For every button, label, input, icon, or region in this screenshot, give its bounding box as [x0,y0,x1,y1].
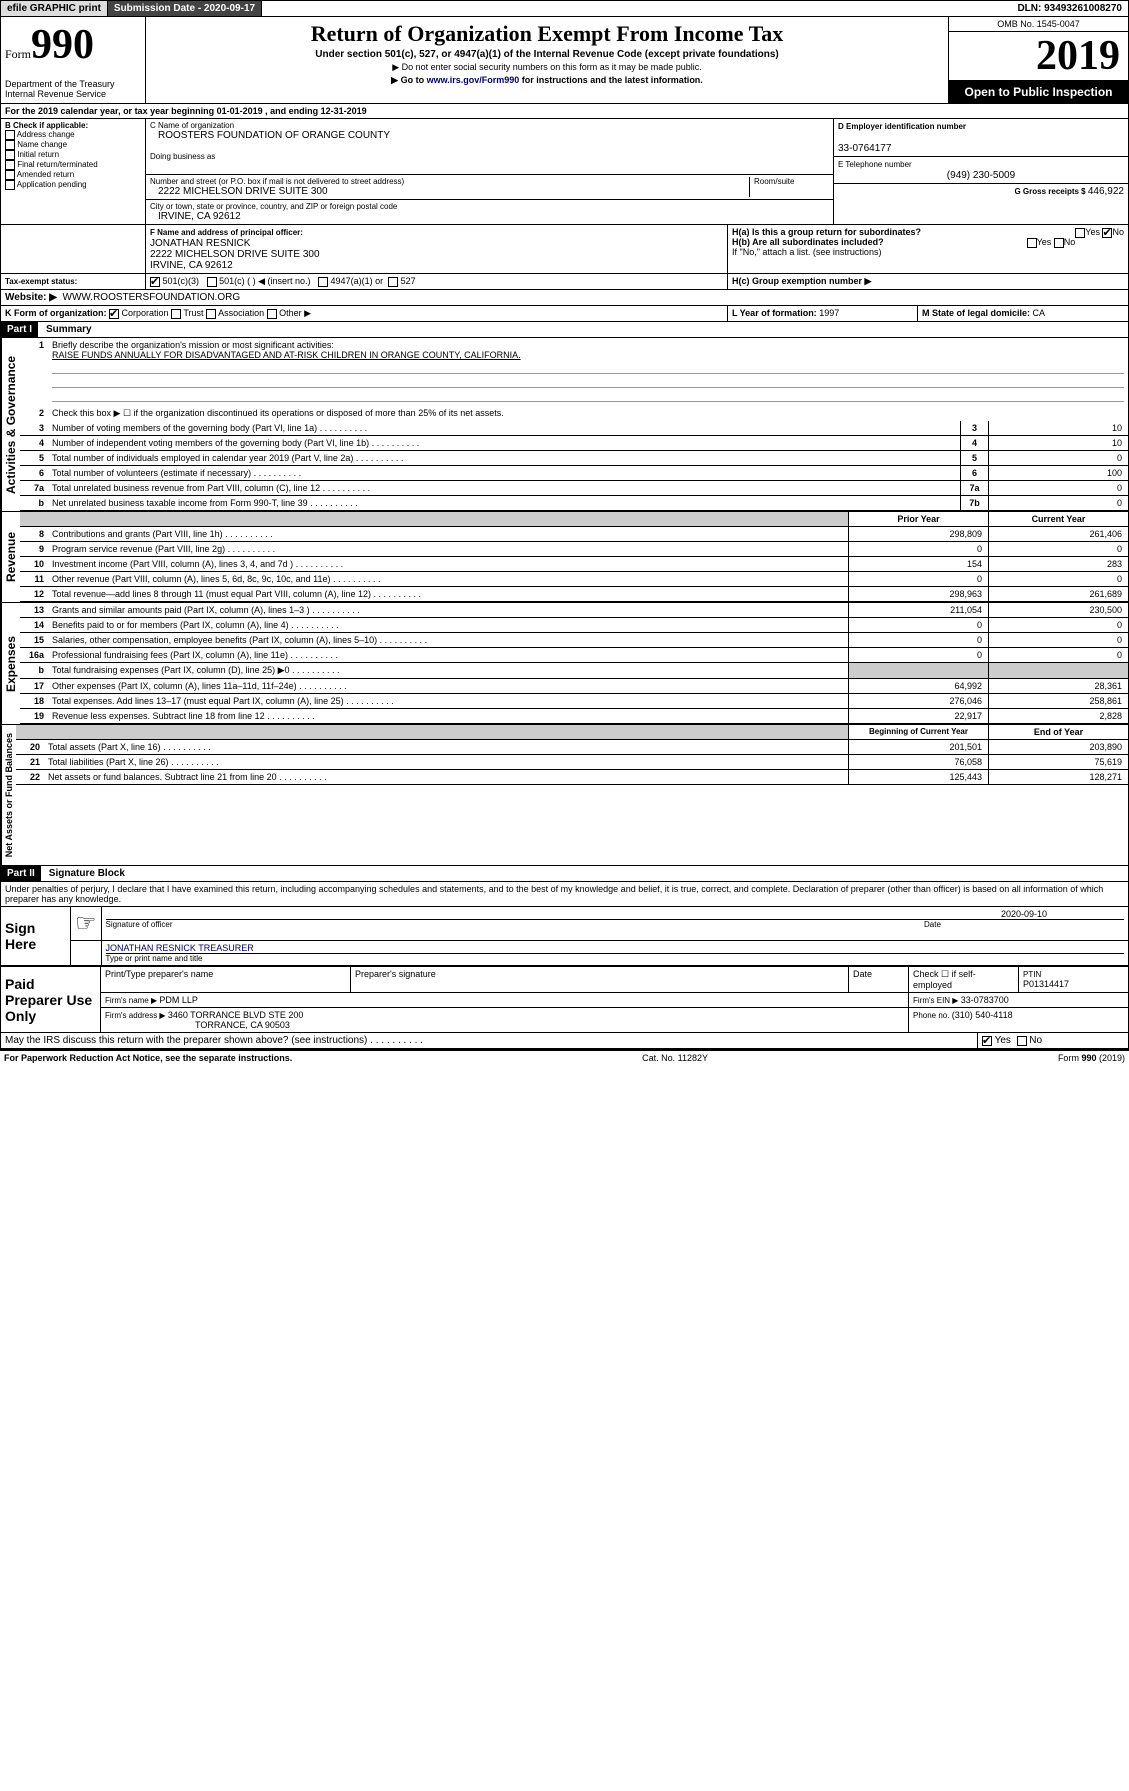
goto-note: ▶ Go to www.irs.gov/Form990 for instruct… [150,75,944,86]
summary-line: 8Contributions and grants (Part VIII, li… [20,527,1128,542]
part1-body: Activities & Governance 1 Briefly descri… [0,338,1129,512]
section-a: B Check if applicable: Address change Na… [0,119,1129,225]
phone: (949) 230-5009 [838,170,1124,181]
summary-line: 10Investment income (Part VIII, column (… [20,557,1128,572]
firm-name: PDM LLP [159,995,198,1005]
section-fh: F Name and address of principal officer:… [0,225,1129,274]
summary-line: bTotal fundraising expenses (Part IX, co… [20,663,1128,679]
domicile: CA [1033,308,1046,318]
efile-btn[interactable]: efile GRAPHIC print [1,1,108,16]
sig-date: 2020-09-10 [924,909,1124,919]
period-row: For the 2019 calendar year, or tax year … [0,104,1129,119]
dept-treasury: Department of the Treasury Internal Reve… [5,79,141,99]
top-bar: efile GRAPHIC print Submission Date - 20… [0,0,1129,17]
mission: RAISE FUNDS ANNUALLY FOR DISADVANTAGED A… [52,350,521,360]
public-inspection: Open to Public Inspection [949,81,1128,103]
summary-line: 18Total expenses. Add lines 13–17 (must … [20,694,1128,709]
summary-line: 11Other revenue (Part VIII, column (A), … [20,572,1128,587]
gross-receipts: 446,922 [1088,186,1124,197]
k-checkbox[interactable] [206,309,216,319]
side-revenue: Revenue [1,512,20,602]
perjury-declaration: Under penalties of perjury, I declare th… [0,882,1129,907]
officer-name: JONATHAN RESNICK [150,238,250,249]
website: WWW.ROOSTERSFOUNDATION.ORG [63,292,241,303]
tax-year: 2019 [949,32,1128,81]
501c3-check[interactable] [150,277,160,287]
irs-link[interactable]: www.irs.gov/Form990 [427,75,520,85]
checkbox-option[interactable]: Address change [5,130,141,140]
form-subtitle: Under section 501(c), 527, or 4947(a)(1)… [150,49,944,60]
summary-line: 9Program service revenue (Part VIII, lin… [20,542,1128,557]
k-checkbox[interactable] [171,309,181,319]
part2-header: Part II Signature Block [0,866,1129,882]
firm-ein: 33-0783700 [961,995,1009,1005]
summary-line: 3Number of voting members of the governi… [20,421,1128,436]
summary-line: 15Salaries, other compensation, employee… [20,633,1128,648]
page-footer: For Paperwork Reduction Act Notice, see … [0,1049,1129,1065]
firm-addr: 3460 TORRANCE BLVD STE 200 [168,1010,304,1020]
summary-line: 4Number of independent voting members of… [20,436,1128,451]
checkbox-option[interactable]: Final return/terminated [5,160,141,170]
form-title: Return of Organization Exempt From Incom… [150,21,944,47]
summary-line: 21Total liabilities (Part X, line 26)76,… [16,755,1128,770]
k-checkbox[interactable] [267,309,277,319]
org-name: ROOSTERS FOUNDATION OF ORANGE COUNTY [150,130,829,141]
city-state-zip: IRVINE, CA 92612 [150,211,829,222]
row-j: Website: ▶ WWW.ROOSTERSFOUNDATION.ORG [0,290,1129,306]
checkbox-option[interactable]: Name change [5,140,141,150]
ptin: P01314417 [1023,979,1069,989]
paid-preparer-block: Paid Preparer Use Only Print/Type prepar… [0,966,1129,1033]
row-klm: K Form of organization: Corporation Trus… [0,306,1129,322]
col-b-checkboxes: B Check if applicable: Address change Na… [1,119,146,224]
summary-line: 14Benefits paid to or for members (Part … [20,618,1128,633]
address: 2222 MICHELSON DRIVE SUITE 300 [150,186,749,197]
summary-line: 6Total number of volunteers (estimate if… [20,466,1128,481]
k-checkbox[interactable] [109,309,119,319]
summary-line: 12Total revenue—add lines 8 through 11 (… [20,587,1128,602]
summary-line: 17Other expenses (Part IX, column (A), l… [20,679,1128,694]
summary-line: 16aProfessional fundraising fees (Part I… [20,648,1128,663]
summary-line: bNet unrelated business taxable income f… [20,496,1128,511]
form-number: Form990 [5,21,141,69]
submission-date: Submission Date - 2020-09-17 [108,1,262,16]
summary-line: 5Total number of individuals employed in… [20,451,1128,466]
ssn-note: ▶ Do not enter social security numbers o… [150,62,944,73]
row-i: Tax-exempt status: 501(c)(3) 501(c) ( ) … [0,274,1129,290]
checkbox-option[interactable]: Application pending [5,180,141,190]
sign-here-block: Sign Here ☞ 2020-09-10 Signature of offi… [0,907,1129,966]
side-netassets: Net Assets or Fund Balances [1,725,16,865]
summary-line: 19Revenue less expenses. Subtract line 1… [20,709,1128,724]
side-expenses: Expenses [1,603,20,724]
year-formation: 1997 [819,308,839,318]
officer-sig-name: JONATHAN RESNICK TREASURER [106,943,254,953]
omb-number: OMB No. 1545-0047 [949,17,1128,32]
firm-phone: (310) 540-4118 [952,1010,1013,1020]
summary-line: 22Net assets or fund balances. Subtract … [16,770,1128,785]
summary-line: 7aTotal unrelated business revenue from … [20,481,1128,496]
part1-header: Part I Summary [0,322,1129,338]
discuss-row: May the IRS discuss this return with the… [0,1033,1129,1049]
summary-line: 13Grants and similar amounts paid (Part … [20,603,1128,618]
side-governance: Activities & Governance [1,338,20,511]
checkbox-option[interactable]: Initial return [5,150,141,160]
dln: DLN: 93493261008270 [1011,1,1128,16]
checkbox-option[interactable]: Amended return [5,170,141,180]
ein: 33-0764177 [838,143,891,154]
form-header: Form990 Department of the Treasury Inter… [0,17,1129,104]
summary-line: 20Total assets (Part X, line 16)201,5012… [16,740,1128,755]
